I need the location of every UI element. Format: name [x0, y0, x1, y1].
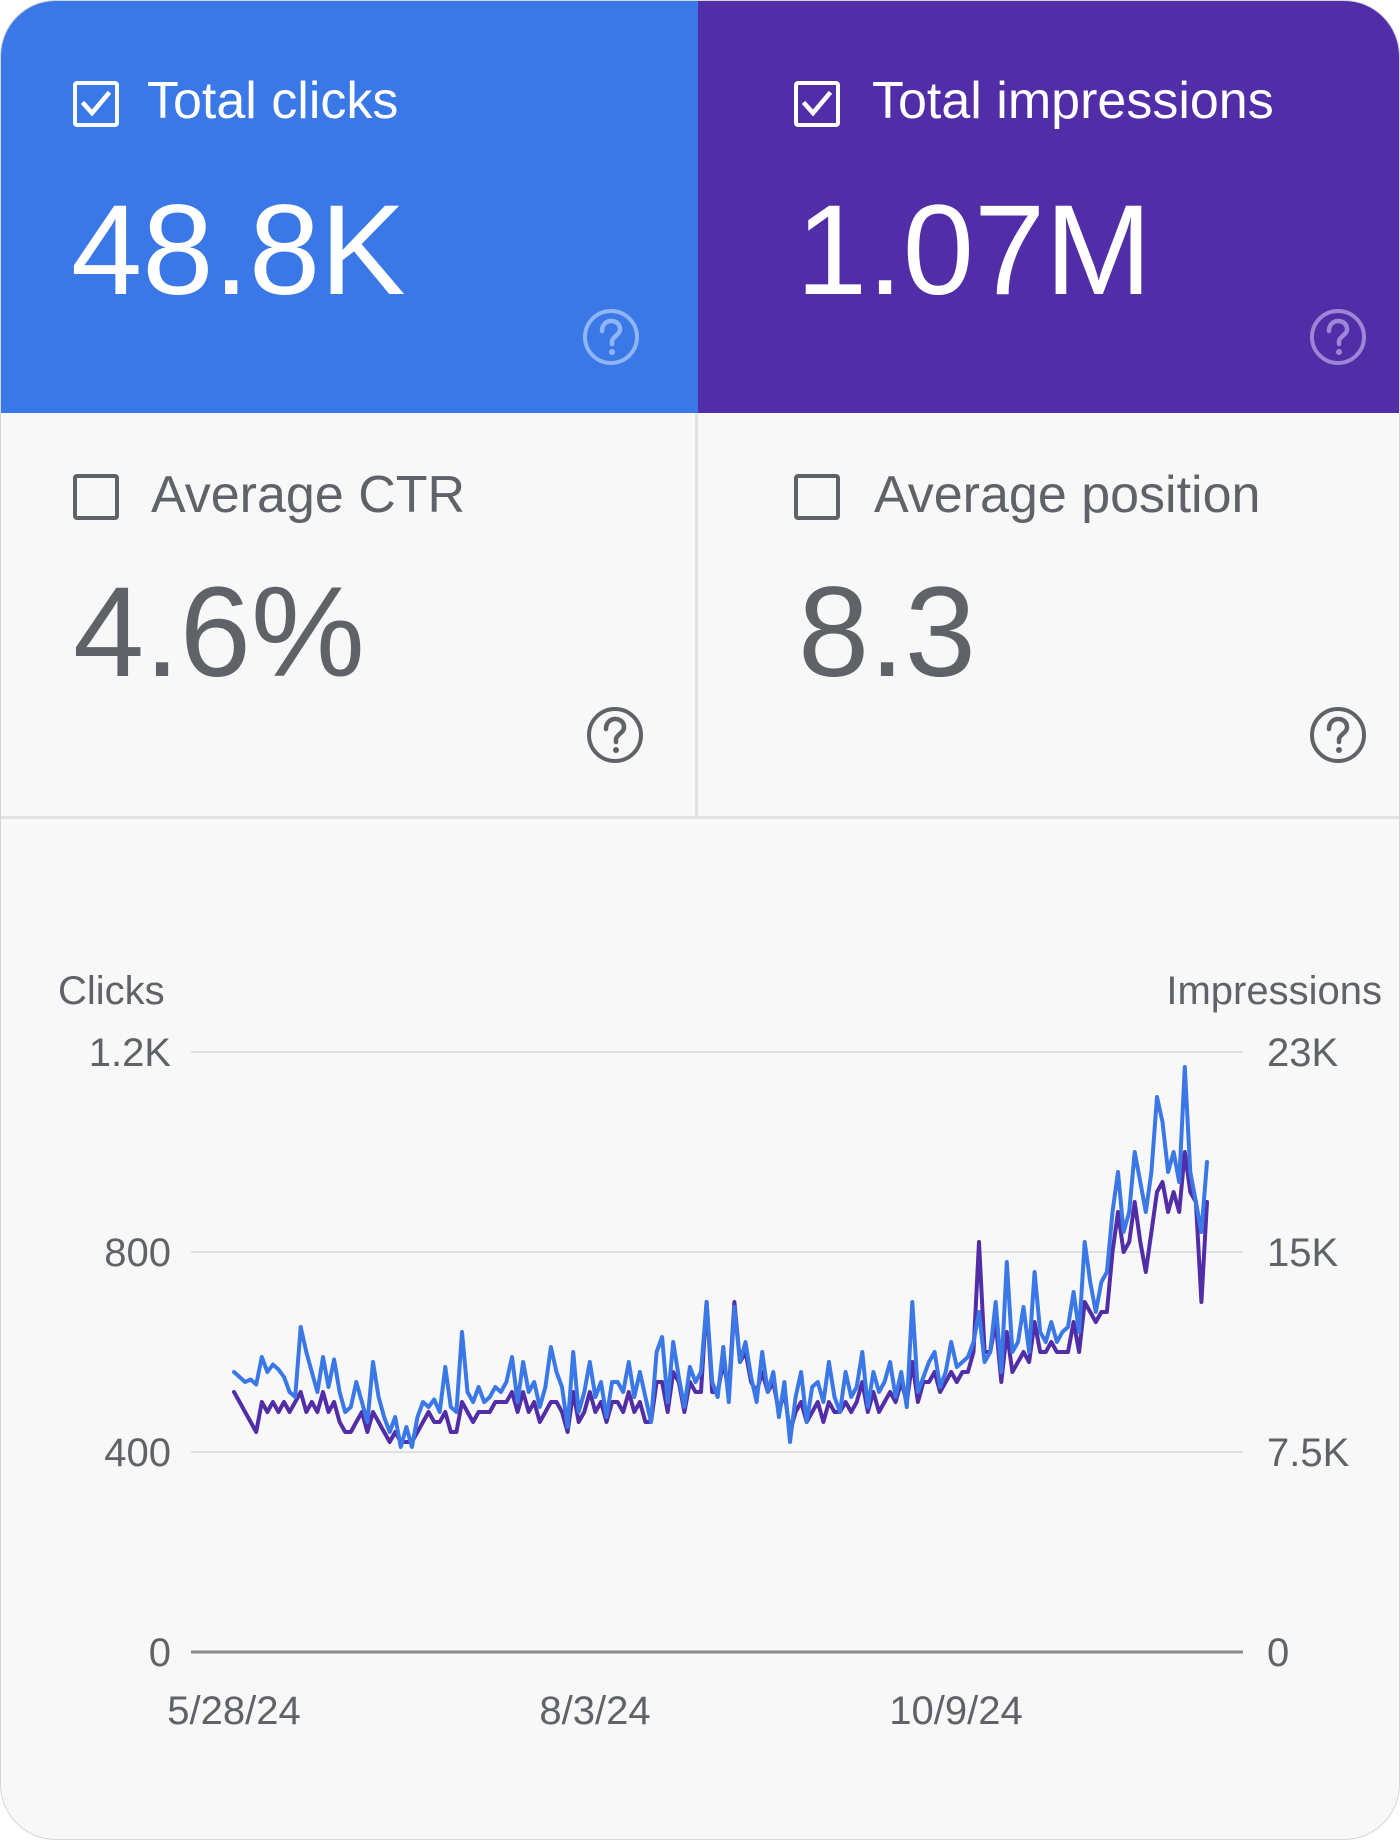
x-tick-label: 5/28/24 [167, 1689, 300, 1733]
total-impressions-value: 1.07M [796, 179, 1152, 322]
right-tick-label: 7.5K [1267, 1431, 1350, 1475]
checkbox-empty-icon[interactable] [73, 474, 119, 520]
total-impressions-label: Total impressions [872, 72, 1274, 130]
help-circle-icon[interactable] [1308, 307, 1368, 367]
left-tick-label: 0 [149, 1631, 171, 1675]
x-tick-label: 10/9/24 [889, 1689, 1022, 1733]
average-position-value: 8.3 [798, 561, 976, 704]
left-tick-label: 400 [104, 1431, 171, 1475]
performance-chart[interactable]: Clicks Impressions 0 400 800 1.2K 0 7.5K 15K 23… [1, 822, 1399, 1839]
x-tick-label: 8/3/24 [539, 1689, 650, 1733]
right-axis-label: Impressions [1166, 969, 1382, 1013]
checkbox-checked-icon[interactable] [794, 81, 840, 127]
right-tick-label: 0 [1267, 1631, 1289, 1675]
help-circle-icon[interactable] [581, 307, 641, 367]
clicks-series-line [232, 1065, 1209, 1449]
chart-canvas[interactable]: Clicks Impressions 0 400 800 1.2K 0 7.5K 15K 23… [1, 822, 1399, 1839]
average-ctr-card[interactable]: Average CTR 4.6% [1, 413, 698, 819]
total-clicks-value: 48.8K [71, 179, 406, 322]
left-tick-label: 800 [104, 1231, 171, 1275]
total-clicks-card[interactable]: Total clicks 48.8K [1, 1, 698, 413]
help-circle-icon[interactable] [1308, 705, 1368, 765]
left-tick-label: 1.2K [89, 1031, 172, 1075]
checkbox-empty-icon[interactable] [794, 474, 840, 520]
average-ctr-label: Average CTR [151, 466, 466, 524]
total-clicks-label: Total clicks [147, 72, 399, 130]
average-ctr-value: 4.6% [73, 561, 365, 704]
right-tick-label: 23K [1267, 1031, 1338, 1075]
average-position-card[interactable]: Average position 8.3 [698, 413, 1399, 819]
average-position-label: Average position [874, 466, 1261, 524]
total-impressions-card[interactable]: Total impressions 1.07M [698, 1, 1399, 413]
checkbox-checked-icon[interactable] [73, 81, 119, 127]
right-tick-label: 15K [1267, 1231, 1338, 1275]
help-circle-icon[interactable] [585, 705, 645, 765]
left-axis-label: Clicks [58, 969, 165, 1013]
